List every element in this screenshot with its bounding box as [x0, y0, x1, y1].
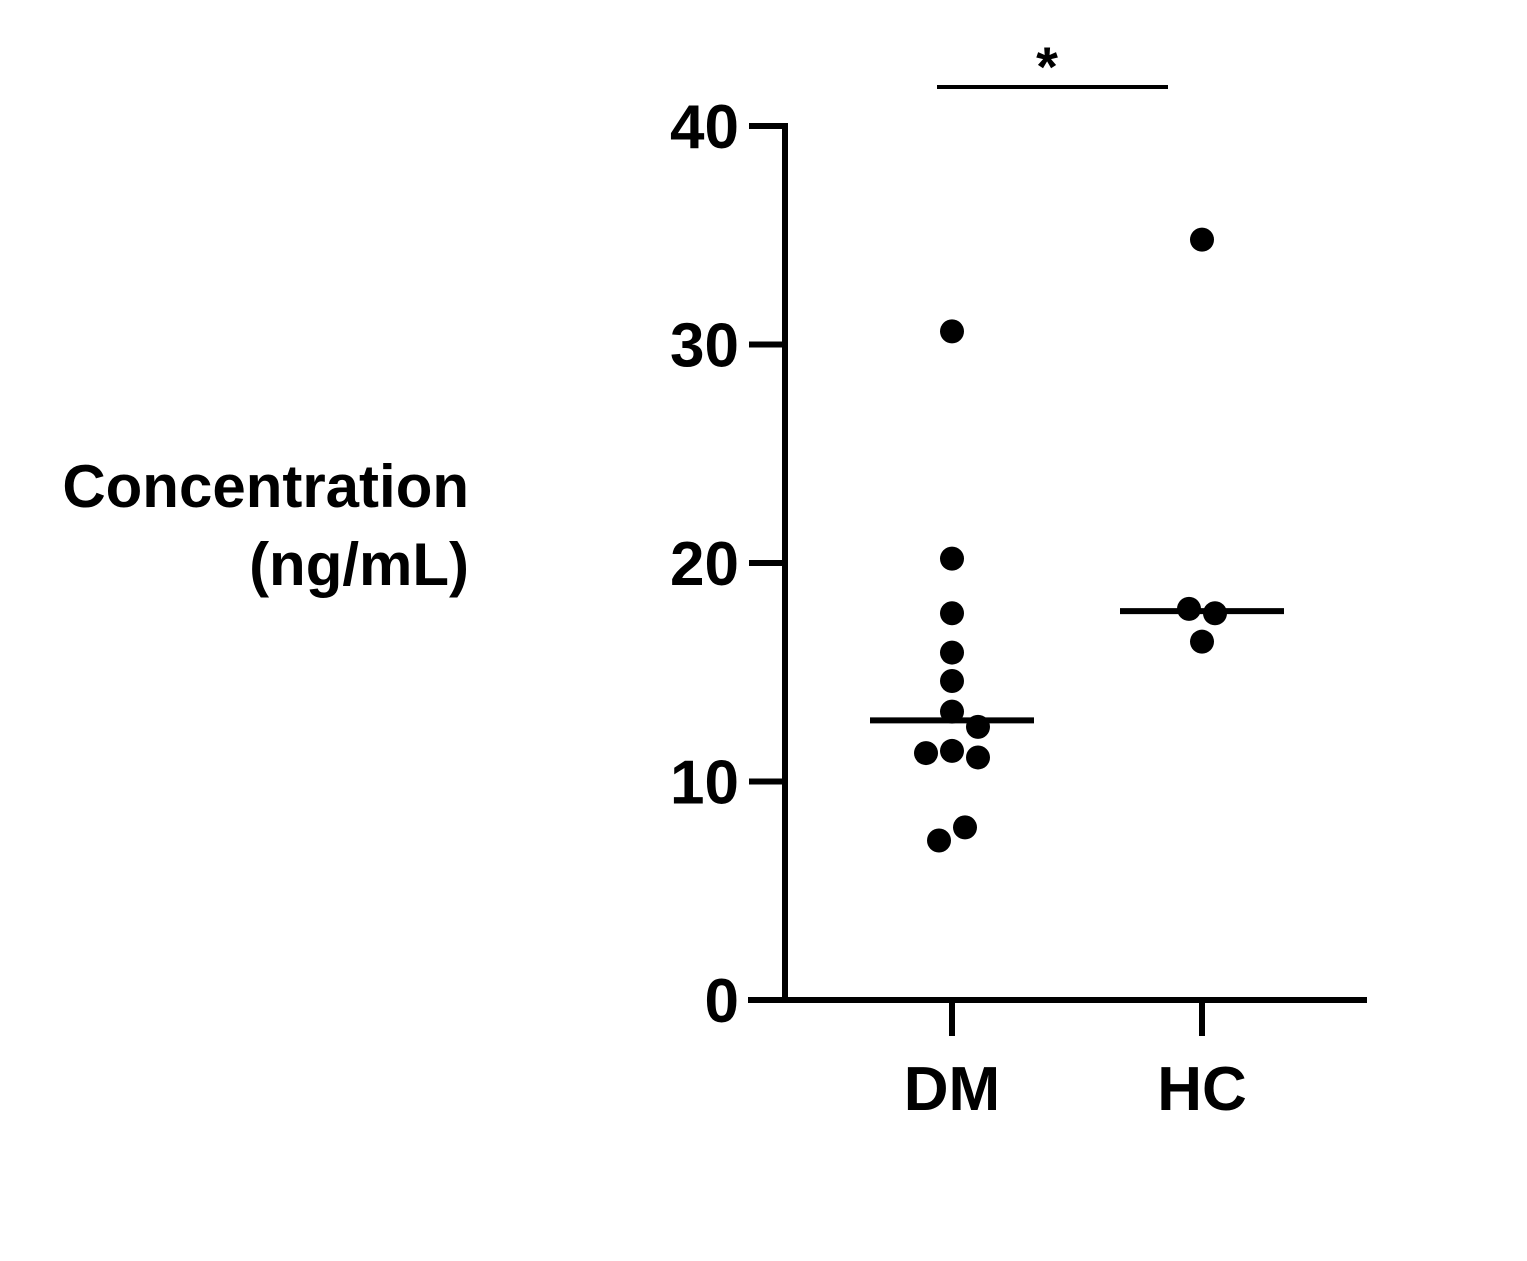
significance-marker: * — [1036, 35, 1058, 98]
data-point — [1190, 629, 1214, 654]
x-tick-label: HC — [1157, 1055, 1247, 1124]
data-point — [953, 815, 977, 840]
y-tick-label: 10 — [670, 749, 739, 818]
data-point — [940, 738, 964, 763]
y-axis-label-line-2: (ng/mL) — [249, 531, 469, 598]
data-point — [940, 640, 964, 665]
y-tick-label: 30 — [670, 312, 739, 381]
y-axis-label-line-1: Concentration — [62, 453, 469, 520]
data-point — [940, 319, 964, 344]
y-tick-label: 0 — [705, 967, 739, 1036]
data-point — [927, 828, 951, 853]
data-marks: * — [870, 35, 1284, 853]
y-axis-label: Concentration (ng/mL) — [62, 448, 469, 604]
data-point — [940, 546, 964, 571]
data-point — [940, 601, 964, 626]
y-tick-label: 20 — [670, 530, 739, 599]
data-point — [1190, 227, 1214, 252]
data-point — [966, 745, 990, 770]
axes: 0 10 20 30 40 DM HC — [670, 93, 1367, 1124]
data-point — [940, 668, 964, 693]
y-tick-label: 40 — [670, 93, 739, 162]
data-point — [914, 741, 938, 766]
x-tick-label: DM — [904, 1055, 1000, 1124]
